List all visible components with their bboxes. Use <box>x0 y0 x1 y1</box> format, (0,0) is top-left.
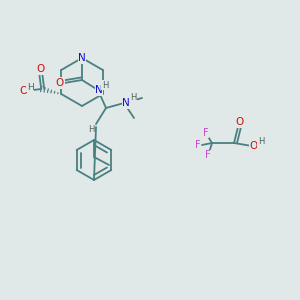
Text: F: F <box>195 140 201 150</box>
Text: O: O <box>36 64 44 74</box>
Text: H: H <box>130 94 136 103</box>
Text: N: N <box>95 85 103 95</box>
Text: H: H <box>258 137 264 146</box>
Text: N: N <box>122 98 130 108</box>
Text: H: H <box>102 80 108 89</box>
Text: H: H <box>27 82 34 91</box>
Text: O: O <box>56 78 64 88</box>
Text: H: H <box>88 124 94 134</box>
Text: F: F <box>205 150 211 160</box>
Text: N: N <box>78 53 86 63</box>
Text: O: O <box>250 141 258 151</box>
Text: O: O <box>19 86 27 96</box>
Text: O: O <box>236 117 244 127</box>
Text: F: F <box>203 128 209 138</box>
